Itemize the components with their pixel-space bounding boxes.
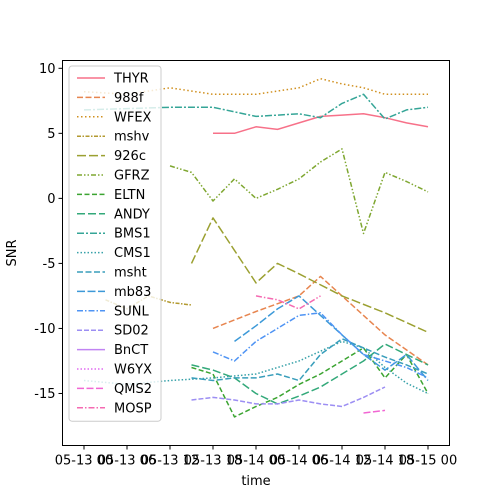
series-line-andy	[191, 343, 429, 405]
legend-label: WFEX	[114, 110, 152, 125]
series-line-sunl	[212, 312, 429, 379]
series-line-eltn	[191, 347, 429, 418]
legend-label: mshv	[114, 130, 150, 145]
series-line-cms1	[83, 340, 429, 395]
x-tick-label: 05-15 00	[399, 454, 457, 469]
legend-label: 988f	[114, 91, 144, 106]
y-tick-label: 10	[39, 62, 56, 77]
y-tick-label: 0	[47, 192, 55, 207]
y-tick-label: 5	[47, 127, 55, 142]
legend-label: ELTN	[114, 188, 145, 203]
legend-label: THYR	[113, 72, 149, 87]
series-line-gfrz	[169, 148, 429, 235]
series-line-mb83	[234, 295, 429, 381]
x-tick-label: 05-14 18	[356, 454, 414, 469]
legend-label: SD02	[114, 324, 149, 339]
x-tick-label: 05-13 00	[55, 454, 113, 469]
series-line-sd02	[191, 386, 386, 408]
legend-label: BnCT	[114, 343, 148, 358]
legend: THYR 988f WFEX mshv 926c GFRZ ELTN ANDY BMS1 CMS1…	[68, 65, 162, 422]
x-axis-label: time	[241, 474, 270, 489]
series-line-bms1	[83, 93, 429, 120]
legend-label: CMS1	[114, 246, 151, 261]
series-line-msht	[191, 338, 429, 382]
legend-label: QMS2	[114, 382, 152, 397]
y-axis: 10 5 0 -5 -10 -15	[34, 62, 63, 402]
plot-lines	[83, 77, 429, 418]
series-line-wfex	[83, 77, 428, 96]
legend-label: MOSP	[114, 401, 152, 416]
legend-label: msht	[114, 266, 147, 281]
series-line-qms2	[363, 409, 386, 414]
series-line-926c	[190, 217, 429, 333]
y-tick-label: -10	[34, 322, 55, 337]
x-tick-label: 05-13 12	[141, 454, 199, 469]
series-line-thyr	[213, 113, 429, 135]
x-tick-label: 05-14 06	[270, 454, 328, 469]
legend-label: BMS1	[114, 227, 151, 242]
series-line-mosp	[255, 295, 321, 310]
y-axis-label: SNR	[5, 239, 20, 266]
series-line-988f	[212, 275, 429, 366]
y-tick-label: -5	[43, 257, 56, 272]
legend-label: W6YX	[114, 363, 152, 378]
y-tick-label: -15	[34, 387, 55, 402]
legend-label: 926c	[114, 149, 146, 164]
x-tick-label: 05-13 18	[184, 454, 242, 469]
legend-label: mb83	[114, 285, 151, 300]
x-tick-label: 05-14 12	[313, 454, 371, 469]
legend-label: SUNL	[114, 304, 149, 319]
x-tick-label: 05-14 00	[227, 454, 285, 469]
legend-label: GFRZ	[114, 169, 150, 184]
legend-label: ANDY	[114, 207, 150, 222]
legend-box	[68, 65, 162, 422]
x-tick-label: 05-13 06	[98, 454, 156, 469]
